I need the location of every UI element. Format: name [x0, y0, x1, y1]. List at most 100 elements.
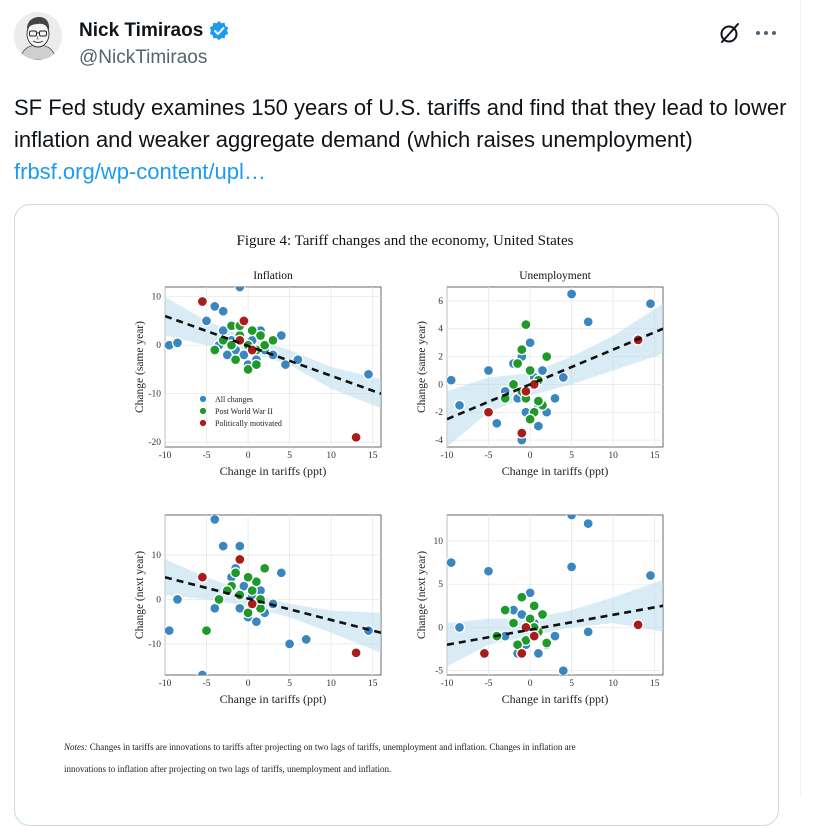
- data-point-all-changes: [165, 624, 175, 637]
- data-point-politically-motivated: [528, 630, 540, 642]
- data-point-all-changes: [209, 515, 221, 526]
- data-point-all-changes: [565, 561, 578, 573]
- x-tick-label: -5: [485, 451, 493, 461]
- data-point-politically-motivated: [196, 295, 209, 308]
- data-point-post-wwii: [259, 339, 271, 351]
- data-point-all-changes: [482, 565, 495, 577]
- timeline-divider: [800, 0, 801, 796]
- x-axis-label: Change in tariffs (ppt): [220, 692, 327, 706]
- tweet-text: SF Fed study examines 150 years of U.S. …: [14, 92, 789, 188]
- data-point-all-changes: [644, 298, 657, 310]
- data-point-all-changes: [275, 567, 287, 579]
- data-point-post-wwii: [242, 571, 254, 583]
- y-tick-label: 0: [438, 380, 443, 390]
- x-tick-label: 10: [608, 451, 618, 461]
- legend-swatch: [199, 395, 207, 403]
- tweet-media-figure[interactable]: Figure 4: Tariff changes and the economy…: [14, 204, 779, 826]
- data-point-post-wwii: [524, 413, 536, 425]
- data-point-politically-motivated: [520, 385, 532, 397]
- data-point-all-changes: [171, 337, 184, 349]
- data-point-post-wwii: [516, 343, 528, 356]
- y-axis-label: Change (next year): [416, 551, 428, 639]
- avatar-portrait-icon: [14, 12, 62, 60]
- data-point-all-changes: [532, 420, 545, 432]
- data-point-post-wwii: [541, 350, 553, 363]
- data-point-politically-motivated: [350, 647, 362, 659]
- more-icon[interactable]: [753, 20, 779, 46]
- verified-badge-icon: [210, 21, 229, 41]
- data-point-post-wwii: [499, 604, 511, 616]
- scatter-panel-4: -10 -5 0 5 10 15 10 5 0 -5 Change in tariffs (ppt)…: [416, 514, 664, 706]
- data-point-all-changes: [362, 368, 375, 380]
- data-point-all-changes: [524, 337, 536, 349]
- y-tick-label: -10: [148, 390, 161, 400]
- data-point-post-wwii: [528, 600, 540, 612]
- legend-swatch: [199, 407, 207, 415]
- scatter-panel-3: -10 -5 0 5 10 15 10 0 -10 Change in tariffs (ppt)…: [134, 514, 382, 706]
- data-point-post-wwii: [541, 637, 553, 649]
- data-point-all-changes: [549, 630, 561, 642]
- author-handle[interactable]: @NickTimiraos: [79, 47, 208, 68]
- tweet-link[interactable]: frbsf.org/wp-content/upl…: [14, 159, 266, 184]
- y-tick-label: 0: [156, 595, 161, 605]
- data-point-all-changes: [234, 540, 246, 552]
- data-point-all-changes: [565, 515, 578, 521]
- x-axis-label: Change in tariffs (ppt): [502, 692, 609, 706]
- data-point-all-changes: [532, 647, 545, 660]
- data-point-politically-motivated: [482, 406, 495, 418]
- y-tick-label: -20: [148, 438, 161, 448]
- data-point-post-wwii: [229, 567, 242, 579]
- x-tick-label: -10: [159, 679, 172, 689]
- x-tick-label: 5: [287, 679, 292, 689]
- x-tick-label: 15: [650, 679, 660, 689]
- figure-notes-label: Notes:: [63, 742, 88, 752]
- data-point-post-wwii: [229, 354, 242, 366]
- data-point-politically-motivated: [632, 619, 644, 631]
- data-point-all-changes: [557, 371, 569, 384]
- author-name[interactable]: Nick Timiraos: [79, 20, 204, 41]
- data-point-post-wwii: [532, 395, 545, 407]
- x-tick-label: 15: [368, 679, 378, 689]
- data-point-all-changes: [549, 392, 561, 404]
- legend-label: All changes: [215, 395, 253, 404]
- data-point-post-wwii: [536, 608, 549, 621]
- data-point-post-wwii: [250, 358, 263, 371]
- panel-title: Unemployment: [519, 270, 591, 282]
- y-tick-label: 10: [152, 551, 162, 561]
- y-axis-label: Change (next year): [134, 551, 146, 639]
- data-point-all-changes: [275, 329, 287, 342]
- regression-line: [165, 314, 381, 395]
- data-point-all-changes: [171, 593, 184, 606]
- confidence-band: [447, 303, 663, 447]
- data-point-all-changes: [279, 358, 292, 371]
- y-tick-label: -5: [435, 667, 443, 677]
- data-point-post-wwii: [267, 334, 279, 346]
- legend-label: Post World War II: [215, 407, 273, 416]
- x-tick-label: 10: [326, 451, 336, 461]
- avatar[interactable]: [14, 12, 62, 60]
- x-tick-label: 15: [650, 451, 660, 461]
- confidence-band: [447, 579, 663, 667]
- y-tick-label: 4: [438, 325, 443, 335]
- x-tick-label: 10: [326, 679, 336, 689]
- data-point-all-changes: [209, 300, 221, 313]
- grok-icon[interactable]: [717, 20, 743, 46]
- y-tick-label: 6: [438, 297, 443, 307]
- data-point-all-changes: [238, 349, 250, 361]
- data-point-all-changes: [565, 288, 578, 300]
- data-point-politically-motivated: [350, 431, 362, 443]
- data-point-post-wwii: [242, 363, 254, 376]
- data-point-all-changes: [491, 417, 503, 429]
- data-point-all-changes: [447, 374, 457, 386]
- data-point-all-changes: [234, 287, 246, 293]
- data-point-politically-motivated: [234, 334, 246, 346]
- legend-swatch: [199, 419, 207, 427]
- regression-line: [447, 327, 663, 421]
- data-point-all-changes: [221, 349, 233, 361]
- tweet-body: SF Fed study examines 150 years of U.S. …: [14, 95, 787, 152]
- data-point-all-changes: [300, 633, 312, 646]
- chart-legend: All changes Post World War II Politically …: [199, 395, 282, 428]
- data-point-post-wwii: [209, 344, 221, 356]
- data-point-all-changes: [582, 517, 594, 530]
- scatter-panel-2: -10 -5 0 5 10 15 6 4 2 0 -2 -4 Unemployment Change in…: [416, 270, 664, 478]
